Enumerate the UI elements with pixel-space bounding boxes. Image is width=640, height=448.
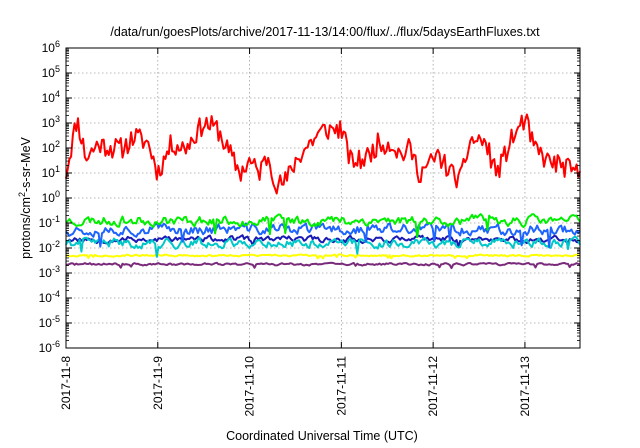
- y-tick-label: 106: [42, 39, 60, 55]
- series-line: [65, 113, 581, 195]
- series-line: [65, 261, 581, 270]
- y-tick-label: 105: [42, 64, 60, 80]
- x-tick-label: 2017-11-8: [59, 356, 73, 410]
- y-tick-label: 102: [42, 139, 60, 155]
- x-tick-label: 2017-11-12: [426, 356, 440, 417]
- y-tick-label: 100: [42, 189, 60, 205]
- x-tick-label: 2017-11-11: [334, 356, 348, 416]
- x-tick-label: 2017-11-10: [243, 356, 257, 417]
- series-line: [65, 253, 581, 260]
- x-tick-label: 2017-11-13: [518, 356, 532, 417]
- y-tick-label: 10-1: [39, 214, 60, 230]
- y-tick-label: 101: [42, 164, 60, 180]
- y-tick-label: 10-5: [39, 314, 60, 330]
- x-tick-label: 2017-11-9: [151, 356, 165, 410]
- chart-title: /data/run/goesPlots/archive/2017-11-13/1…: [110, 25, 540, 39]
- axis-ticks: 10-6 10-5 10-4 10-3 10-2 10-1 100 101 102 103 104 1…: [39, 39, 580, 417]
- y-axis-label: protons/cm2-s-sr-MeV: [17, 136, 33, 258]
- y-tick-label: 10-2: [39, 239, 60, 255]
- y-tick-label: 10-4: [39, 289, 60, 305]
- y-tick-label: 10-6: [39, 339, 60, 355]
- series-line: [65, 235, 581, 258]
- series-line: [65, 213, 581, 238]
- y-tick-label: 10-3: [39, 264, 60, 280]
- series-line: [65, 221, 581, 248]
- x-axis-label: Coordinated Universal Time (UTC): [226, 429, 418, 443]
- grid: [66, 48, 580, 348]
- y-tick-label: 104: [42, 89, 60, 105]
- series-layer: [65, 113, 581, 270]
- y-tick-label: 103: [42, 114, 60, 130]
